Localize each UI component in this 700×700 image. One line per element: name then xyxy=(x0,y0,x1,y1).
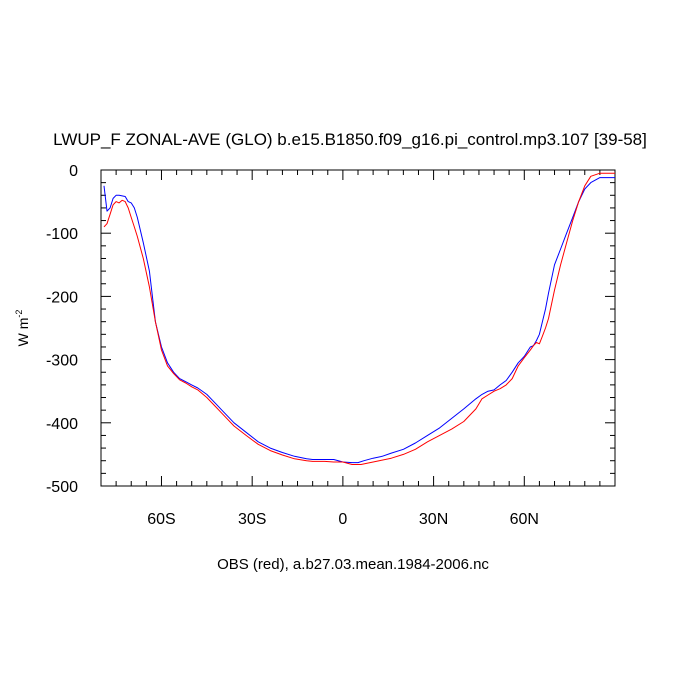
y-axis-label-main: W m xyxy=(15,318,31,347)
series-line-model xyxy=(103,177,615,464)
x-tick-label: 30N xyxy=(419,511,448,528)
series-line-obs xyxy=(103,172,615,465)
tick-labels: 60S 30S 0 30N 60N 0 -100 -200 -300 -400 -500 xyxy=(46,163,539,528)
series-layer xyxy=(103,172,615,465)
x-tick-label: 60N xyxy=(510,511,539,528)
y-tick-label: 0 xyxy=(69,163,78,180)
x-tick-label: 60S xyxy=(147,511,175,528)
x-axis-caption: OBS (red), a.b27.03.mean.1984-2006.nc xyxy=(217,556,489,573)
y-axis-label-superscript: -2 xyxy=(14,310,24,318)
y-tick-label: -100 xyxy=(46,226,78,243)
y-tick-label: -500 xyxy=(46,479,78,496)
x-tick-label: 30S xyxy=(238,511,266,528)
y-tick-label: -200 xyxy=(46,289,78,306)
y-tick-label: -300 xyxy=(46,353,78,370)
y-tick-label: -400 xyxy=(46,416,78,433)
axis-ticks xyxy=(101,169,615,487)
y-axis-label: W m-2 xyxy=(14,310,31,347)
x-tick-label: 0 xyxy=(338,511,347,528)
plot-frame xyxy=(100,169,616,487)
chart-title: LWUP_F ZONAL-AVE (GLO) b.e15.B1850.f09_g… xyxy=(53,130,647,149)
